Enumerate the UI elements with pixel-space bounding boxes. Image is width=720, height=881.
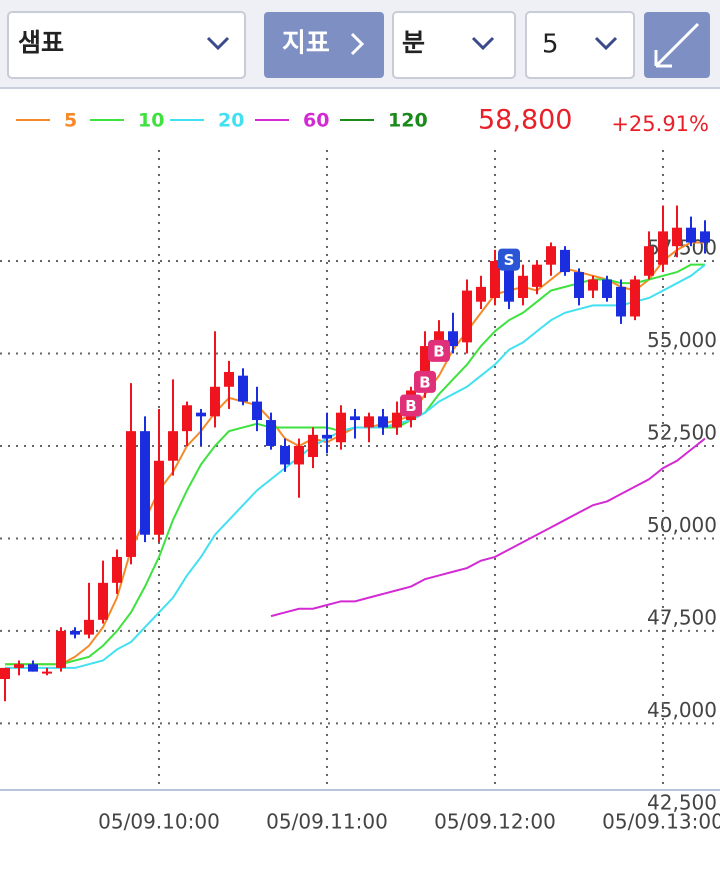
candle-body bbox=[126, 431, 136, 557]
candle-body bbox=[140, 431, 150, 535]
candle-body bbox=[588, 279, 598, 291]
candle-body bbox=[700, 231, 710, 243]
unit-dropdown[interactable]: 분 bbox=[392, 11, 516, 79]
candle-body bbox=[602, 279, 612, 298]
signal-label: B bbox=[405, 397, 416, 415]
signal-label: B bbox=[433, 342, 444, 360]
legend: 5 10 20 60 120 bbox=[16, 110, 428, 132]
chevron bbox=[206, 36, 230, 51]
candle-body bbox=[0, 667, 10, 680]
current-price: 58,800 bbox=[478, 105, 572, 136]
candle-body bbox=[364, 416, 374, 428]
x-tick-label: 05/09.12:00 bbox=[434, 810, 556, 834]
candle-body bbox=[322, 434, 332, 439]
candle-body bbox=[70, 630, 80, 635]
y-tick-label: 55,000 bbox=[647, 328, 717, 352]
y-tick-label: 52,500 bbox=[647, 420, 717, 444]
candle-body bbox=[476, 286, 486, 302]
chevron bbox=[350, 32, 365, 56]
legend-label: 120 bbox=[388, 110, 428, 132]
dropdown-box bbox=[392, 11, 516, 79]
stock-name: 샘표 bbox=[18, 28, 64, 57]
candle-body bbox=[308, 434, 318, 458]
candle-body bbox=[378, 416, 388, 428]
candle-body bbox=[420, 346, 430, 391]
candle-body bbox=[266, 420, 276, 446]
candle-body bbox=[672, 227, 682, 247]
dropdown-box bbox=[525, 11, 635, 79]
arrow-icon bbox=[654, 22, 700, 68]
candle-body bbox=[84, 619, 94, 635]
stock-dropdown[interactable]: 샘표 bbox=[7, 11, 246, 79]
candle-body bbox=[28, 664, 38, 672]
candle-body bbox=[210, 386, 220, 417]
candle-body bbox=[350, 416, 360, 421]
y-tick-label: 50,000 bbox=[647, 513, 717, 537]
candle-body bbox=[154, 460, 164, 535]
signal-label: S bbox=[504, 251, 515, 269]
candle-body bbox=[658, 231, 668, 265]
candle-body bbox=[392, 412, 402, 428]
chevron bbox=[471, 36, 495, 51]
candle-body bbox=[56, 630, 66, 668]
candle-body bbox=[686, 227, 696, 243]
y-tick-label: 45,000 bbox=[647, 698, 717, 722]
signal-marker bbox=[498, 248, 520, 271]
chevron bbox=[594, 36, 618, 51]
expand-button[interactable] bbox=[644, 12, 710, 78]
y-tick-label: 47,500 bbox=[647, 605, 717, 629]
candle-body bbox=[630, 279, 640, 317]
candle-body bbox=[98, 582, 108, 620]
candle-body bbox=[574, 272, 584, 298]
x-tick-label: 05/09.10:00 bbox=[98, 810, 220, 834]
candle-body bbox=[42, 671, 52, 674]
signal-marker bbox=[414, 370, 436, 393]
interval-dropdown[interactable]: 5 bbox=[525, 11, 635, 79]
legend-label: 5 bbox=[64, 110, 77, 132]
button-box bbox=[264, 12, 384, 78]
signal-marker bbox=[400, 394, 422, 417]
candle-body bbox=[336, 412, 346, 443]
candle-body bbox=[434, 331, 444, 347]
candle-body bbox=[518, 275, 528, 298]
signal-label: B bbox=[419, 373, 430, 391]
price-change: +25.91% bbox=[611, 112, 709, 136]
indicator-button[interactable]: 지표 bbox=[264, 12, 384, 78]
candle-body bbox=[168, 431, 178, 461]
legend-label: 60 bbox=[303, 110, 329, 132]
candle-body bbox=[280, 445, 290, 465]
x-tick-label: 05/09.13:00 bbox=[602, 810, 720, 834]
candle-body bbox=[490, 260, 500, 298]
candle-body bbox=[448, 331, 458, 347]
candle-body bbox=[616, 286, 626, 317]
interval-label: 5 bbox=[542, 30, 559, 60]
candle-body bbox=[546, 246, 556, 265]
candle-body bbox=[14, 664, 24, 668]
candle-body bbox=[462, 290, 472, 343]
x-tick-label: 05/09.11:00 bbox=[266, 810, 388, 834]
candle-body bbox=[182, 405, 192, 432]
legend-label: 20 bbox=[218, 110, 244, 132]
dropdown-box bbox=[7, 11, 246, 79]
candle-body bbox=[252, 401, 262, 421]
legend-label: 10 bbox=[138, 110, 164, 132]
signal-marker bbox=[428, 339, 450, 362]
candle-body bbox=[196, 412, 206, 417]
candle-body bbox=[644, 246, 654, 276]
candle-body bbox=[224, 371, 234, 387]
candle-body bbox=[560, 249, 570, 273]
candle-body bbox=[532, 264, 542, 287]
candle-body bbox=[504, 260, 514, 302]
candle-body bbox=[294, 445, 304, 465]
y-tick-label: 42,500 bbox=[647, 790, 717, 814]
candle-body bbox=[238, 375, 248, 402]
candle-body bbox=[112, 556, 122, 583]
ma-line bbox=[270, 437, 706, 618]
unit-label: 분 bbox=[402, 28, 425, 57]
indicator-label: 지표 bbox=[282, 29, 330, 59]
plot-area: 42,50045,00047,50050,00052,50055,00057,5… bbox=[0, 150, 720, 834]
